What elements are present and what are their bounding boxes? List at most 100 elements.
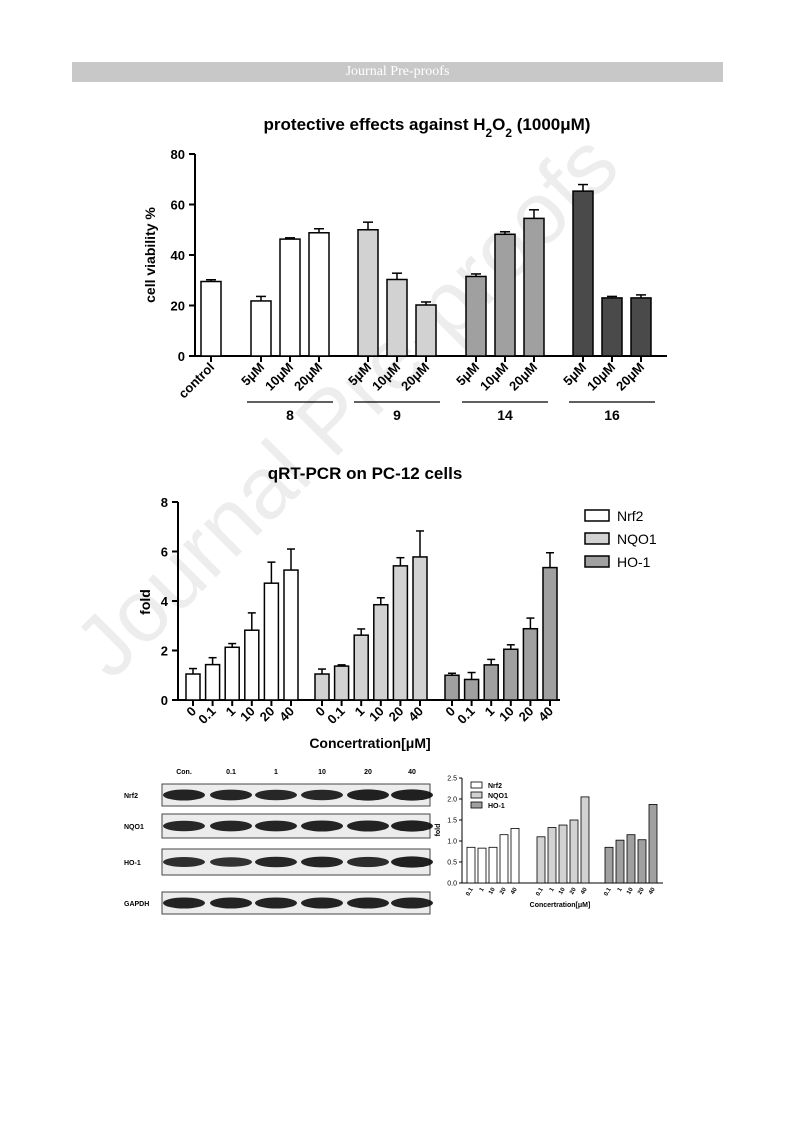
western-blot: Con. 0.1 1 10 20 40 Nrf2 NQO1 HO-1 GAPDH — [124, 769, 433, 915]
x-tick-label: 10μM — [262, 360, 296, 394]
legend-label: Nrf2 — [488, 783, 502, 790]
x-tick-label: 0.1 — [603, 886, 613, 897]
x-tick-label: 10μM — [369, 360, 403, 394]
y-axis-label: fold — [435, 824, 442, 837]
y-tick-label: 1.5 — [447, 818, 457, 825]
bar-NQO1 — [353, 634, 369, 701]
blot-lane-label: 0.1 — [226, 769, 236, 776]
x-tick-label: 20 — [516, 704, 537, 725]
blot-row-label: Nrf2 — [124, 793, 138, 800]
y-tick-label: 0.0 — [447, 881, 457, 888]
bar-Nrf2 — [224, 646, 240, 701]
bar-Nrf2 — [466, 846, 476, 884]
y-tick-label: 4 — [161, 594, 169, 609]
bar-NQO1 — [547, 827, 557, 884]
x-tick-label: 10μM — [584, 360, 618, 394]
blot-band — [301, 856, 343, 868]
legend-label: NQO1 — [617, 531, 657, 547]
y-tick-label: 6 — [161, 545, 168, 560]
blot-band — [347, 856, 389, 868]
bar-group-14 — [494, 233, 516, 357]
blot-band — [347, 897, 389, 909]
legend-label: HO-1 — [617, 554, 651, 570]
legend-swatch-NQO1 — [584, 532, 610, 545]
legend-swatch-Nrf2 — [584, 509, 610, 522]
blot-band — [391, 789, 433, 801]
bar-HO-1 — [483, 664, 499, 701]
x-tick-label: 0.1 — [195, 704, 218, 727]
bar-group-8 — [308, 232, 330, 357]
bar-group-16 — [630, 297, 652, 357]
blot-band — [210, 789, 252, 801]
x-tick-label: 0.1 — [324, 704, 347, 727]
x-tick-label-control: control — [175, 360, 217, 402]
group-label: 9 — [393, 407, 401, 423]
bar-HO-1 — [637, 839, 647, 884]
bar-group-16 — [572, 190, 594, 357]
bar-control — [200, 280, 222, 357]
bar-HO-1 — [522, 627, 539, 701]
x-tick-label: 0.1 — [454, 704, 477, 727]
blot-band — [391, 820, 433, 832]
x-tick-label: 20 — [499, 886, 508, 895]
bar-HO-1 — [648, 804, 658, 884]
blot-band — [301, 820, 343, 832]
y-axis-label: cell viability % — [142, 207, 158, 303]
x-tick-label: 10 — [366, 704, 387, 725]
bar-Nrf2 — [510, 828, 520, 884]
x-tick-label: 0.1 — [535, 886, 545, 897]
x-tick-label: 1 — [549, 886, 556, 892]
bar-HO-1 — [444, 674, 460, 701]
bar-NQO1 — [412, 556, 428, 701]
bar-group-14 — [465, 275, 487, 357]
x-tick-label: 10 — [626, 886, 635, 895]
bar-NQO1 — [569, 819, 579, 884]
bar-Nrf2 — [499, 834, 509, 884]
bar-Nrf2 — [204, 663, 221, 701]
x-tick-label: 10 — [558, 886, 567, 895]
x-tick-label: 1 — [482, 704, 498, 720]
blot-band — [255, 897, 297, 909]
bar-Nrf2 — [477, 847, 487, 884]
legend-label: HO-1 — [488, 803, 505, 810]
blot-band — [210, 897, 252, 909]
x-tick-label: 1 — [352, 704, 368, 720]
x-tick-label: 40 — [648, 886, 657, 895]
blot-band — [391, 897, 433, 909]
chart-title: qRT-PCR on PC-12 cells — [268, 464, 463, 483]
x-tick-label: 1 — [479, 886, 486, 892]
bar-NQO1 — [580, 796, 590, 884]
blot-row-label: HO-1 — [124, 860, 141, 867]
bar-HO-1 — [626, 834, 636, 884]
bar-NQO1 — [558, 824, 568, 884]
x-tick-label: 1 — [223, 704, 239, 720]
y-tick-label: 40 — [171, 248, 185, 263]
blot-row-label: NQO1 — [124, 824, 144, 831]
blot-band — [255, 820, 297, 832]
legend-swatch-NQO1 — [470, 791, 483, 799]
bar-NQO1 — [536, 836, 546, 884]
x-tick-label: 40 — [276, 704, 297, 725]
group-label: 14 — [497, 407, 513, 423]
y-tick-label: 2 — [161, 644, 168, 659]
x-tick-label: 20μM — [291, 360, 325, 394]
y-tick-label: 0 — [161, 693, 168, 708]
bar-group-14 — [523, 217, 545, 357]
y-axis-label: fold — [137, 589, 153, 615]
x-tick-label: 0.1 — [465, 886, 475, 897]
y-tick-label: 0.5 — [447, 860, 457, 867]
x-axis-label: Concertration[μM] — [530, 902, 591, 909]
bar-Nrf2 — [488, 846, 498, 884]
legend-swatch-Nrf2 — [470, 781, 483, 789]
bar-group-16 — [601, 297, 623, 357]
bar-NQO1 — [392, 565, 409, 701]
y-tick-label: 80 — [171, 147, 185, 162]
y-tick-label: 2.0 — [447, 797, 457, 804]
y-tick-label: 2.5 — [447, 776, 457, 783]
x-tick-label: 1 — [617, 886, 624, 892]
blot-lane-label: 1 — [274, 769, 278, 776]
bar-HO-1 — [542, 566, 558, 701]
x-tick-label: 10μM — [477, 360, 511, 394]
blot-band — [163, 897, 205, 909]
